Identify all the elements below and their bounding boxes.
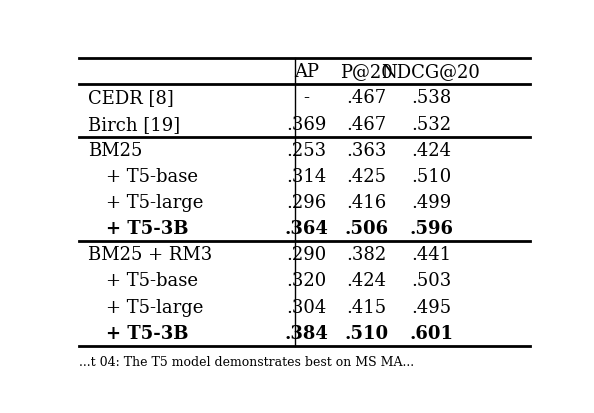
Text: AP: AP [294, 63, 319, 81]
Text: + T5-base: + T5-base [106, 167, 198, 185]
Text: + T5-base: + T5-base [106, 272, 198, 290]
Text: .596: .596 [409, 220, 453, 237]
Text: .320: .320 [286, 272, 327, 290]
Text: P@20: P@20 [340, 63, 393, 81]
Text: .532: .532 [411, 115, 451, 133]
Text: Birch [19]: Birch [19] [88, 115, 180, 133]
Text: .538: .538 [411, 89, 451, 107]
Text: .467: .467 [346, 89, 387, 107]
Text: + T5-3B: + T5-3B [106, 220, 189, 237]
Text: .503: .503 [411, 272, 451, 290]
Text: .510: .510 [345, 324, 388, 342]
Text: .364: .364 [285, 220, 328, 237]
Text: .510: .510 [411, 167, 451, 185]
Text: + T5-large: + T5-large [106, 298, 204, 316]
Text: .253: .253 [287, 141, 327, 159]
Text: .314: .314 [286, 167, 327, 185]
Text: .425: .425 [346, 167, 387, 185]
Text: BM25: BM25 [88, 141, 143, 159]
Text: + T5-large: + T5-large [106, 194, 204, 211]
Text: .304: .304 [286, 298, 327, 316]
Text: .467: .467 [346, 115, 387, 133]
Text: .506: .506 [345, 220, 388, 237]
Text: NDCG@20: NDCG@20 [381, 63, 481, 81]
Text: .424: .424 [411, 141, 451, 159]
Text: .424: .424 [346, 272, 387, 290]
Text: .495: .495 [411, 298, 451, 316]
Text: .499: .499 [411, 194, 451, 211]
Text: -: - [304, 89, 309, 107]
Text: .382: .382 [346, 246, 387, 263]
Text: ...t 04: The T5 model demonstrates best on MS MA...: ...t 04: The T5 model demonstrates best … [79, 356, 414, 368]
Text: .384: .384 [285, 324, 328, 342]
Text: .296: .296 [286, 194, 327, 211]
Text: + T5-3B: + T5-3B [106, 324, 189, 342]
Text: .415: .415 [346, 298, 387, 316]
Text: BM25 + RM3: BM25 + RM3 [88, 246, 212, 263]
Text: .369: .369 [286, 115, 327, 133]
Text: .363: .363 [346, 141, 387, 159]
Text: CEDR [8]: CEDR [8] [88, 89, 174, 107]
Text: .290: .290 [286, 246, 327, 263]
Text: .416: .416 [346, 194, 387, 211]
Text: .441: .441 [411, 246, 451, 263]
Text: .601: .601 [409, 324, 453, 342]
